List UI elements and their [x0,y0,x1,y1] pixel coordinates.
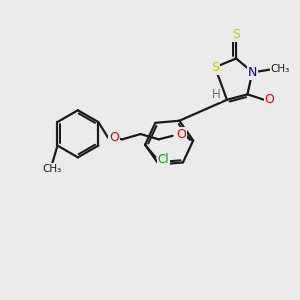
Text: O: O [109,131,119,144]
Text: O: O [265,93,275,106]
Text: S: S [211,61,219,74]
Text: H: H [212,88,220,101]
Text: CH₃: CH₃ [271,64,290,74]
Text: CH₃: CH₃ [43,164,62,174]
Text: N: N [248,66,257,79]
Text: S: S [232,28,240,41]
Text: Cl: Cl [158,153,170,166]
Text: O: O [176,128,186,141]
